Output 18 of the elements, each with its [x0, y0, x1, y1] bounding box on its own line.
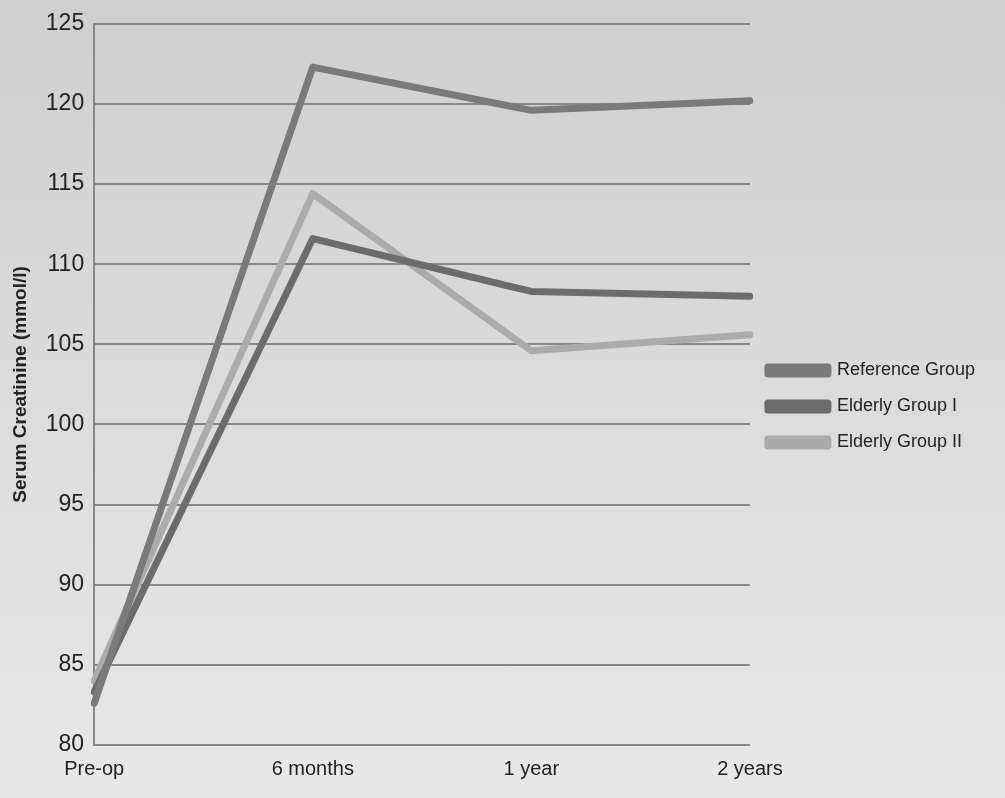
- y-tick-label: 120: [45, 89, 85, 116]
- y-axis-title: Serum Creatinine (mmol/l): [8, 266, 30, 503]
- legend-label: Elderly Group II: [836, 431, 962, 452]
- y-tick-label: 100: [45, 409, 85, 436]
- y-tick-label: 90: [58, 570, 85, 597]
- y-tick-label: 115: [47, 169, 85, 196]
- x-tick-label: Pre-op: [64, 756, 125, 779]
- x-tick-label: 2 years: [717, 756, 783, 779]
- y-tick-label: 80: [58, 730, 85, 757]
- legend-label: Elderly Group I: [836, 395, 957, 416]
- y-tick-label: 110: [47, 249, 85, 276]
- y-tick-label: 105: [45, 329, 85, 356]
- y-tick-label: 85: [58, 650, 85, 677]
- y-tick-label: 125: [45, 9, 85, 36]
- legend-label: Reference Group: [836, 359, 975, 380]
- x-tick-label: 6 months: [271, 756, 354, 779]
- x-tick-label: 1 year: [503, 756, 560, 779]
- y-tick-label: 95: [58, 489, 85, 516]
